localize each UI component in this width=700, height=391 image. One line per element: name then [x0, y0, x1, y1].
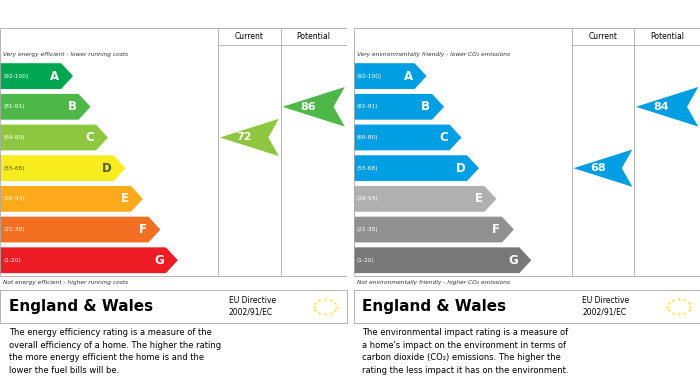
- Polygon shape: [0, 186, 143, 212]
- Text: The energy efficiency rating is a measure of the
overall efficiency of a home. T: The energy efficiency rating is a measur…: [8, 328, 220, 375]
- Text: F: F: [492, 223, 500, 236]
- Polygon shape: [354, 186, 496, 212]
- Text: Potential: Potential: [297, 32, 330, 41]
- Text: (21-38): (21-38): [4, 227, 25, 232]
- Text: G: G: [508, 254, 518, 267]
- Text: Current: Current: [589, 32, 617, 41]
- Text: 84: 84: [654, 102, 669, 112]
- Text: D: D: [456, 161, 466, 175]
- Text: B: B: [421, 100, 430, 113]
- Text: England & Wales: England & Wales: [362, 299, 506, 314]
- Text: (55-68): (55-68): [357, 166, 379, 170]
- Polygon shape: [354, 94, 444, 120]
- Text: 72: 72: [237, 133, 252, 142]
- Text: Environmental Impact (CO₂) Rating: Environmental Impact (CO₂) Rating: [362, 7, 608, 20]
- Text: (1-20): (1-20): [4, 258, 21, 263]
- Text: Not environmentally friendly - higher CO₂ emissions: Not environmentally friendly - higher CO…: [357, 280, 510, 285]
- Text: EU Directive
2002/91/EC: EU Directive 2002/91/EC: [582, 296, 629, 317]
- Text: (92-100): (92-100): [357, 74, 382, 79]
- Polygon shape: [0, 248, 178, 273]
- Polygon shape: [354, 248, 531, 273]
- Polygon shape: [636, 87, 699, 127]
- Polygon shape: [354, 217, 514, 242]
- Text: A: A: [50, 70, 60, 83]
- Text: The environmental impact rating is a measure of
a home's impact on the environme: The environmental impact rating is a mea…: [362, 328, 568, 375]
- Text: D: D: [102, 161, 112, 175]
- Text: (81-91): (81-91): [357, 104, 379, 109]
- Text: Not energy efficient - higher running costs: Not energy efficient - higher running co…: [4, 280, 129, 285]
- Text: England & Wales: England & Wales: [8, 299, 153, 314]
- Text: (21-38): (21-38): [357, 227, 379, 232]
- Text: C: C: [85, 131, 94, 144]
- Bar: [218, 28, 346, 45]
- Text: Very energy efficient - lower running costs: Very energy efficient - lower running co…: [4, 52, 129, 57]
- Text: Potential: Potential: [650, 32, 684, 41]
- Text: EU Directive
2002/91/EC: EU Directive 2002/91/EC: [229, 296, 276, 317]
- Text: (69-80): (69-80): [4, 135, 25, 140]
- Text: F: F: [139, 223, 147, 236]
- Polygon shape: [0, 94, 90, 120]
- Polygon shape: [0, 155, 125, 181]
- Polygon shape: [354, 125, 461, 151]
- Text: Energy Efficiency Rating: Energy Efficiency Rating: [8, 7, 181, 20]
- Text: C: C: [439, 131, 448, 144]
- Text: A: A: [404, 70, 413, 83]
- Text: (69-80): (69-80): [357, 135, 379, 140]
- Polygon shape: [0, 63, 73, 89]
- Polygon shape: [220, 119, 279, 156]
- Text: (39-54): (39-54): [4, 196, 25, 201]
- Text: E: E: [121, 192, 130, 205]
- Text: E: E: [475, 192, 483, 205]
- Polygon shape: [0, 217, 160, 242]
- Text: (1-20): (1-20): [357, 258, 374, 263]
- Text: (55-68): (55-68): [4, 166, 25, 170]
- Text: 68: 68: [590, 163, 606, 173]
- Text: G: G: [155, 254, 164, 267]
- Bar: [572, 28, 700, 45]
- Polygon shape: [573, 149, 632, 187]
- Text: Very environmentally friendly - lower CO₂ emissions: Very environmentally friendly - lower CO…: [357, 52, 510, 57]
- Polygon shape: [354, 155, 479, 181]
- Text: B: B: [68, 100, 77, 113]
- Polygon shape: [282, 87, 345, 127]
- Text: 86: 86: [300, 102, 316, 112]
- Text: (39-54): (39-54): [357, 196, 379, 201]
- Text: (81-91): (81-91): [4, 104, 25, 109]
- Polygon shape: [354, 63, 426, 89]
- Polygon shape: [0, 125, 108, 151]
- Text: Current: Current: [235, 32, 264, 41]
- Text: (92-100): (92-100): [4, 74, 29, 79]
